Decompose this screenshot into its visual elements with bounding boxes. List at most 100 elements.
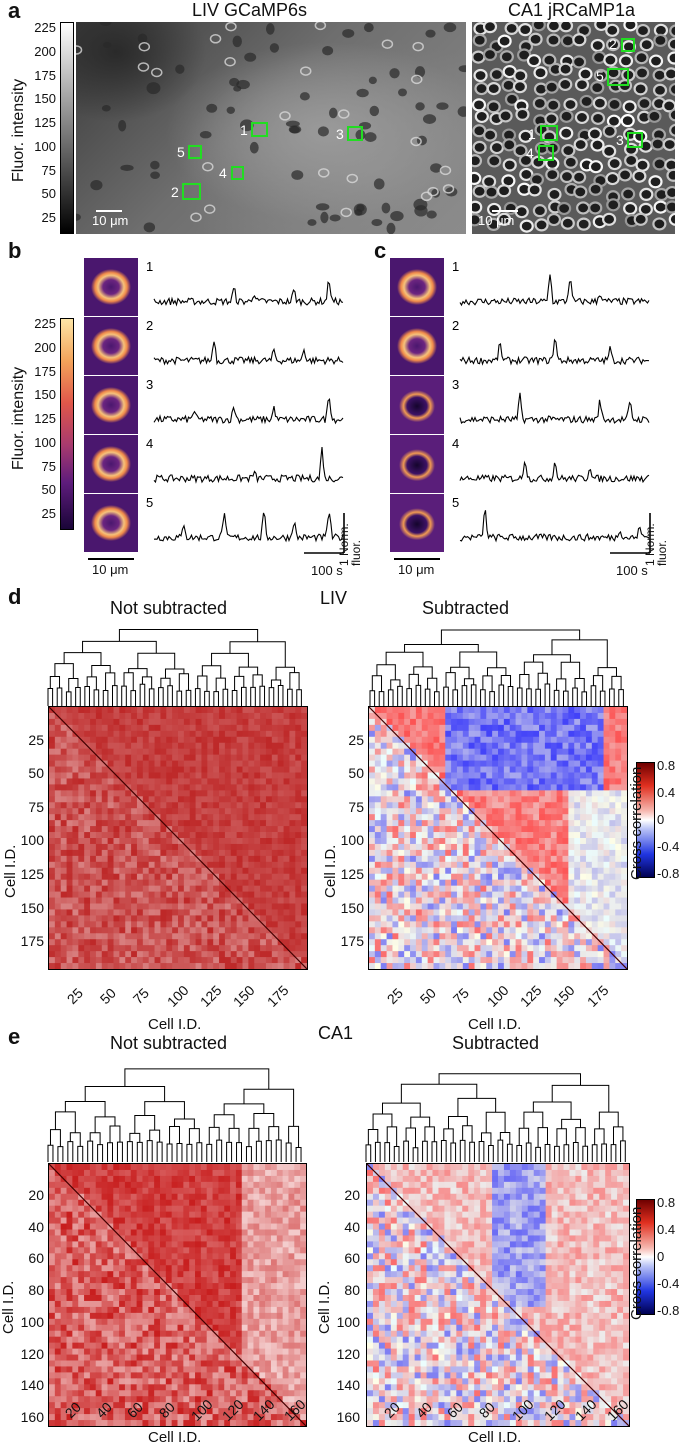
heatmap-cell — [119, 1187, 126, 1195]
heatmap-cell — [374, 796, 382, 803]
heatmap-cell — [615, 778, 622, 785]
heatmap-cell — [159, 1205, 167, 1213]
heatmap-cell — [544, 963, 552, 969]
heatmap-cell — [492, 784, 499, 791]
heatmap-cell — [289, 915, 296, 922]
heatmap-cell — [195, 909, 202, 916]
heatmap-cell — [95, 778, 103, 785]
heatmap-cell — [562, 820, 569, 827]
heatmap-cell — [503, 808, 511, 815]
heatmap-cell — [392, 790, 399, 797]
heatmap-cell — [113, 724, 120, 732]
heatmap-cell — [539, 957, 546, 964]
heatmap-cell — [142, 1223, 149, 1230]
heatmap-cell — [544, 933, 552, 940]
heatmap-cell — [374, 861, 382, 869]
heatmap-cell — [445, 891, 452, 898]
heatmap-cell — [615, 915, 622, 922]
heatmap-cell — [603, 861, 610, 869]
heatmap-cell — [271, 742, 279, 750]
heatmap-cell — [486, 939, 493, 946]
heatmap-cell — [95, 826, 103, 833]
heatmap-cell — [242, 861, 249, 869]
heatmap-cell — [219, 802, 226, 809]
heatmap-cell — [568, 790, 575, 797]
heatmap-cell — [562, 945, 569, 952]
d-xticks-l-150: 150 — [230, 982, 259, 1010]
heatmap-cell — [265, 760, 273, 767]
heatmap-cell — [283, 873, 290, 881]
dendrogram-link — [129, 1132, 141, 1143]
heatmap-cell — [213, 754, 220, 761]
heatmap-cell — [171, 1199, 178, 1207]
ca1-cell — [653, 200, 668, 214]
heatmap-cell — [521, 707, 528, 714]
heatmap-cell — [236, 921, 243, 928]
heatmap-cell — [277, 933, 284, 940]
heatmap-cell — [178, 808, 185, 815]
heatmap-cell — [527, 843, 534, 851]
dendrogram-link — [89, 1132, 101, 1145]
liv-bright-cell — [381, 39, 394, 49]
heatmap-cell — [89, 1169, 97, 1177]
dendrogram-link — [194, 688, 201, 706]
liv-bright-cell — [151, 67, 163, 78]
heatmap-cell — [72, 879, 79, 887]
heatmap-cell — [254, 724, 261, 732]
heatmap-cell — [230, 730, 238, 738]
heatmap-cell — [374, 849, 382, 857]
heatmap-cell — [474, 891, 481, 898]
heatmap-cell — [159, 1169, 167, 1177]
heatmap-cell — [60, 754, 67, 761]
ca1-cell — [487, 202, 502, 217]
ca1-cell — [519, 219, 534, 233]
dendrogram-link — [412, 1147, 419, 1162]
heatmap-cell — [503, 939, 511, 946]
heatmap-cell — [178, 963, 185, 969]
heatmap-cell — [404, 963, 411, 969]
heatmap-cell — [142, 760, 150, 767]
heatmap-cell — [439, 867, 446, 875]
heatmap-cell — [49, 796, 56, 803]
heatmap-cell — [195, 808, 202, 815]
panel-c-time-scalebar-label: 100 s — [616, 563, 648, 578]
heatmap-cell — [207, 885, 214, 892]
heatmap-cell — [568, 903, 575, 910]
heatmap-cell — [404, 778, 411, 785]
heatmap-cell — [462, 855, 470, 863]
heatmap-cell — [550, 945, 558, 952]
heatmap-cell — [49, 927, 56, 934]
heatmap-cell — [386, 885, 393, 892]
heatmap-cell — [142, 963, 150, 969]
heatmap-cell — [474, 897, 481, 904]
heatmap-cell — [533, 915, 540, 922]
heatmap-cell — [295, 838, 302, 845]
ca1-roi-1 — [540, 125, 558, 141]
heatmap-cell — [580, 879, 587, 887]
heatmap-cell — [427, 963, 434, 969]
heatmap-cell — [60, 1199, 67, 1207]
heatmap-cell — [131, 760, 138, 767]
dendrogram-link — [374, 1141, 381, 1162]
heatmap-cell — [72, 849, 79, 857]
heatmap-cell — [468, 748, 475, 756]
ca1-cell — [664, 185, 675, 200]
heatmap-cell — [125, 939, 132, 946]
heatmap-cell — [603, 808, 610, 815]
heatmap-cell — [480, 861, 487, 869]
heatmap-cell — [301, 820, 307, 827]
heatmap-cell — [49, 903, 56, 910]
heatmap-cell — [177, 1211, 184, 1218]
heatmap-cell — [539, 891, 546, 898]
heatmap-cell — [533, 730, 540, 738]
heatmap-cell — [556, 766, 563, 773]
ca1-cell — [502, 138, 517, 152]
heatmap-cell — [527, 802, 534, 809]
heatmap-cell — [113, 814, 120, 821]
heatmap-cell — [172, 903, 179, 910]
dendrogram-link — [265, 1140, 272, 1162]
heatmap-cell — [207, 838, 214, 845]
heatmap-cell — [54, 784, 62, 791]
heatmap-cell — [166, 808, 173, 815]
heatmap-cell — [445, 951, 452, 958]
